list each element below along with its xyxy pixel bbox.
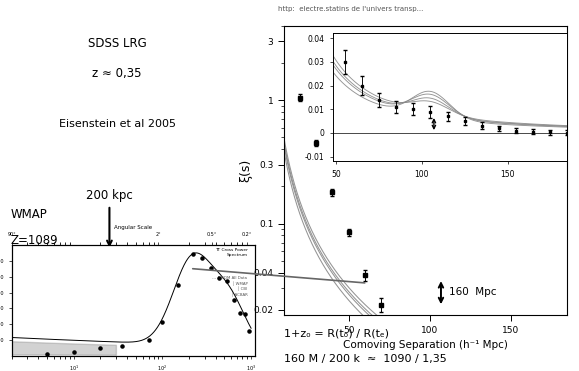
Point bbox=[118, 343, 127, 349]
X-axis label: Angular Scale: Angular Scale bbox=[114, 226, 152, 230]
Text: http:  electre.statins de l'univers transp...: http: electre.statins de l'univers trans… bbox=[278, 6, 423, 12]
Point bbox=[236, 310, 245, 316]
Point bbox=[157, 319, 167, 325]
Text: 160  Mpc: 160 Mpc bbox=[449, 287, 497, 297]
Text: Z=1089: Z=1089 bbox=[10, 234, 58, 247]
Y-axis label: ξ(s): ξ(s) bbox=[239, 159, 252, 182]
Text: Eisenstein et al 2005: Eisenstein et al 2005 bbox=[58, 119, 176, 129]
Text: 1+zₒ = R(tₒ) / R(tₑ): 1+zₒ = R(tₒ) / R(tₑ) bbox=[284, 328, 389, 338]
Point bbox=[69, 349, 78, 355]
Point bbox=[188, 251, 197, 257]
Point bbox=[222, 278, 231, 284]
Point bbox=[206, 265, 215, 271]
Point bbox=[144, 337, 153, 343]
Text: --- Λ CDM All Data
│ WMAP
│ CBI
│ ACBAR: --- Λ CDM All Data │ WMAP │ CBI │ ACBAR bbox=[212, 276, 247, 296]
Point bbox=[173, 282, 182, 288]
Text: WMAP: WMAP bbox=[10, 208, 47, 221]
Text: TT Cross Power
Spectrum: TT Cross Power Spectrum bbox=[215, 248, 247, 257]
Point bbox=[197, 255, 207, 261]
Point bbox=[244, 328, 254, 334]
Text: SDSS LRG: SDSS LRG bbox=[88, 37, 146, 50]
Point bbox=[229, 297, 239, 303]
Point bbox=[96, 345, 105, 351]
Point bbox=[42, 351, 52, 357]
Point bbox=[214, 275, 223, 281]
Text: 160 M / 200 k  ≈  1090 / 1,35: 160 M / 200 k ≈ 1090 / 1,35 bbox=[284, 354, 446, 364]
Text: 200 kpc: 200 kpc bbox=[86, 189, 133, 245]
X-axis label: Comoving Separation (h⁻¹ Mpc): Comoving Separation (h⁻¹ Mpc) bbox=[343, 340, 508, 350]
Text: z ≈ 0,35: z ≈ 0,35 bbox=[93, 67, 142, 80]
Point bbox=[240, 311, 250, 317]
